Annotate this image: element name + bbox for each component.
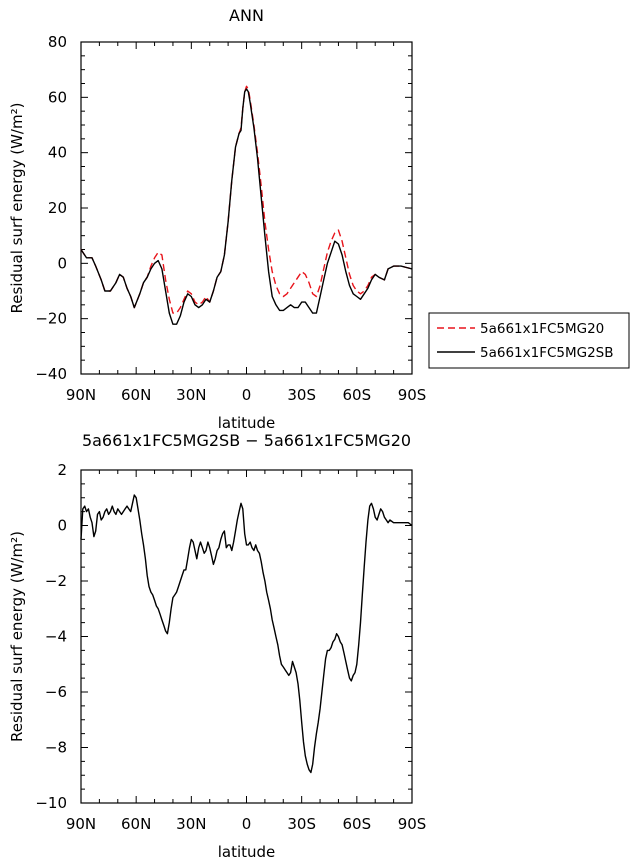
chart-title: ANN: [229, 6, 264, 25]
y-tick-label: −8: [45, 739, 67, 757]
y-axis-label: Residual surf energy (W/m²): [8, 531, 26, 742]
x-tick-label: 30S: [287, 815, 316, 833]
x-tick-label: 60S: [343, 386, 372, 404]
y-tick-label: 2: [57, 461, 67, 479]
x-axis-label: latitude: [218, 414, 276, 432]
y-axis-label: Residual surf energy (W/m²): [8, 103, 26, 314]
y-tick-label: −40: [35, 365, 67, 383]
x-tick-label: 30N: [176, 386, 206, 404]
y-tick-label: −4: [45, 628, 67, 646]
chart-panel-2: 5a661x1FC5MG2SB − 5a661x1FC5MG20 90N 60N 30…: [8, 431, 426, 861]
x-tick-label: 0: [242, 815, 252, 833]
legend: 5a661x1FC5MG20 5a661x1FC5MG2SB: [428, 312, 630, 369]
y-tick-label: 0: [57, 517, 67, 535]
legend-box: [428, 312, 630, 369]
series-line-2: [80, 88, 413, 325]
x-tick-label: 30N: [176, 815, 206, 833]
y-tick-label: 40: [48, 144, 67, 162]
y-tick-label: −6: [45, 683, 67, 701]
series-line-1: [80, 85, 413, 314]
chart-panel-1: ANN 90N 60N 30N 0 30S 60S 90S −40 −20 0 20 40 60 80 lat…: [8, 6, 630, 432]
x-tick-label: 90S: [398, 815, 427, 833]
series-line-1: [80, 494, 413, 774]
y-tick-label: 60: [48, 88, 67, 106]
x-tick-label: 90N: [66, 386, 96, 404]
y-tick-label: 20: [48, 199, 67, 217]
x-tick-label: 60N: [121, 815, 151, 833]
x-tick-label: 30S: [287, 386, 316, 404]
x-tick-label: 60N: [121, 386, 151, 404]
y-tick-label: −2: [45, 572, 67, 590]
x-axis-label: latitude: [218, 843, 276, 861]
x-tick-label: 90N: [66, 815, 96, 833]
legend-label: 5a661x1FC5MG2SB: [480, 345, 614, 361]
y-tick-label: −10: [35, 794, 67, 812]
y-tick-label: −20: [35, 310, 67, 328]
y-tick-label: 0: [57, 254, 67, 272]
chart-title: 5a661x1FC5MG2SB − 5a661x1FC5MG20: [82, 431, 411, 450]
y-tick-label: 80: [48, 33, 67, 51]
x-tick-label: 0: [242, 386, 252, 404]
x-tick-label: 90S: [398, 386, 427, 404]
legend-label: 5a661x1FC5MG20: [480, 321, 604, 337]
x-tick-label: 60S: [343, 815, 372, 833]
